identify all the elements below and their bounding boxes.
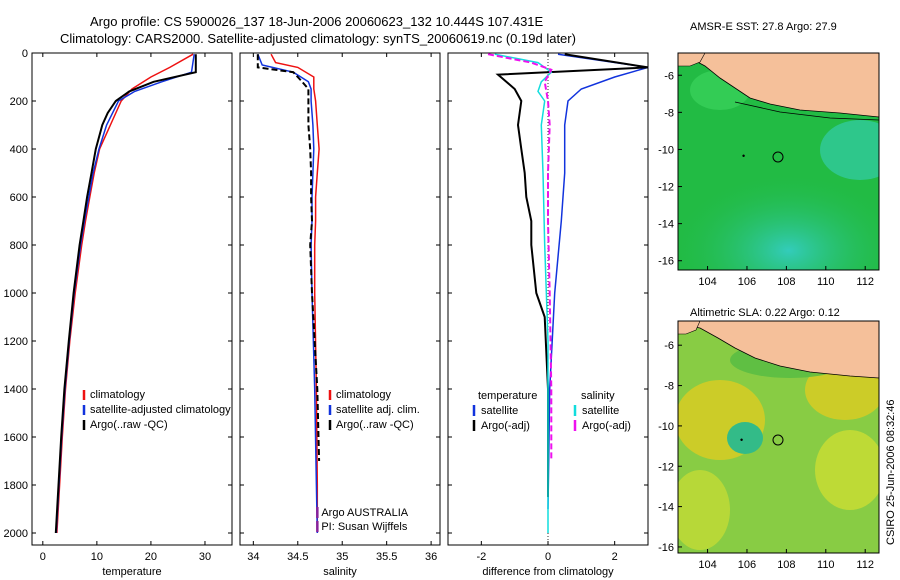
temperature-profile-legend-label: satellite-adjusted climatology (90, 404, 231, 416)
salinity-profile-xtick-label: 35.5 (376, 551, 397, 563)
depth-tick-label: 200 (10, 96, 28, 108)
sla-map-ytick-label: -16 (658, 542, 674, 554)
depth-tick-label: 1800 (4, 480, 28, 492)
salinity-profile-legend-label: satellite adj. clim. (336, 404, 420, 416)
sst-argo-circle (772, 151, 784, 163)
header-line-1: Argo profile: CS 5900026_137 18-Jun-2006… (90, 14, 544, 29)
depth-tick-label: 1200 (4, 336, 28, 348)
sst-map-ytick-label: -12 (658, 182, 674, 194)
sst-map-xtick-label: 106 (738, 276, 756, 288)
sst-contour (734, 101, 879, 121)
sst-map: • 104 106 108 110 112 -6 -8 -10 -12 -14 -16 (658, 52, 880, 288)
salinity-profile-xlabel: salinity (323, 566, 357, 578)
legend-group-label: satellite (481, 405, 518, 417)
legend-group-label: Argo(-adj) (481, 420, 530, 432)
salinity-profile-xtick-label: 34.5 (287, 551, 308, 563)
temperature-profile-xtick-label: 20 (145, 551, 157, 563)
temperature-profile-xtick-label: 0 (40, 551, 46, 563)
annotation-line: Argo AUSTRALIA (321, 507, 408, 519)
sst-map-xtick-label: 104 (698, 276, 716, 288)
salinity-profile-legend-label: climatology (336, 389, 392, 401)
difference-profile-series-temp-satellite (547, 53, 649, 510)
sst-map-ytick-label: -16 (658, 256, 674, 268)
sla-map-xtick-label: 112 (856, 559, 874, 571)
sla-low-eddy (727, 422, 763, 454)
temperature-profile-frame (31, 52, 233, 546)
salinity-profile-xtick-label: 35 (336, 551, 348, 563)
salinity-profile-frame (239, 52, 441, 546)
sla-map: • 104 106 108 110 112 -6 -8 -10 -12 -14 -16 (658, 320, 880, 571)
depth-tick-label: 400 (10, 144, 28, 156)
salinity-profile-series-satellite (257, 53, 319, 534)
sla-argo-circle (772, 434, 784, 446)
sst-map-ytick-label: -8 (664, 107, 674, 119)
salinity-profile-xtick-label: 36 (425, 551, 437, 563)
sla-land-sumatra (678, 321, 701, 335)
sla-map-title: Altimetric SLA: 0.22 Argo: 0.12 (690, 307, 840, 319)
difference-profile-xtick-label: 0 (545, 551, 551, 563)
legend-group-label: Argo(-adj) (582, 420, 631, 432)
temperature-profile-series-argo (54, 54, 197, 534)
temperature-profile-xtick-label: 10 (91, 551, 103, 563)
sst-map-xtick-label: 110 (817, 276, 835, 288)
temperature-profile-xtick-label: 30 (199, 551, 211, 563)
legend-group-title: salinity (581, 390, 615, 402)
sla-frame (677, 320, 880, 554)
difference-profile-series-temp-argo (495, 53, 649, 497)
difference-profile-series-sal-satellite (494, 53, 553, 533)
temperature-panel: 0 10 20 30 temperature 0 200 400 600 800 1000 1200 1… (4, 48, 233, 578)
header-line-2: Climatology: CARS2000. Satellite-adjuste… (60, 31, 576, 46)
temperature-profile-legend-label: climatology (90, 389, 146, 401)
salinity-profile-series-climatology (270, 53, 320, 533)
sst-cool-east (820, 120, 879, 180)
temperature-profile-legend-label: Argo(..raw -QC) (90, 419, 168, 431)
sla-map-xtick-label: 108 (777, 559, 795, 571)
temperature-profile-xlabel: temperature (102, 566, 161, 578)
sst-frame (677, 52, 880, 271)
salinity-profile-legend-label: Argo(..raw -QC) (336, 419, 414, 431)
difference-profile-series-sal-argo (487, 53, 553, 461)
sst-map-xtick-label: 108 (777, 276, 795, 288)
sst-land-sumatra (678, 53, 706, 67)
sla-map-xtick-label: 106 (738, 559, 756, 571)
sla-high-southeast (815, 430, 879, 510)
depth-tick-label: 2000 (4, 528, 28, 540)
legend-group-title: temperature (478, 390, 537, 402)
legend-group-label: satellite (582, 405, 619, 417)
sst-map-title: AMSR-E SST: 27.8 Argo: 27.9 (690, 21, 837, 33)
sst-map-ytick-label: -10 (658, 144, 674, 156)
sla-high-southwest (678, 470, 730, 550)
depth-tick-label: 0 (22, 48, 28, 60)
salinity-profile-series-argo (256, 54, 321, 462)
difference-panel: -2 0 2 difference from climatology temperatu… (447, 52, 649, 578)
sla-map-xtick-label: 104 (698, 559, 716, 571)
side-label: CSIRO 25-Jun-2006 08:32:46 (885, 399, 897, 545)
depth-tick-label: 1400 (4, 384, 28, 396)
sst-map-xtick-label: 112 (856, 276, 874, 288)
sla-map-ytick-label: -14 (658, 502, 674, 514)
salinity-profile-xtick-label: 34 (247, 551, 259, 563)
difference-profile-xlabel: difference from climatology (482, 566, 614, 578)
depth-tick-label: 1600 (4, 432, 28, 444)
sla-map-xtick-label: 110 (817, 559, 835, 571)
salinity-panel: 34 34.5 35 35.5 36 salinity climatology satelli… (239, 52, 441, 578)
sla-map-ytick-label: -6 (664, 340, 674, 352)
depth-tick-label: 1000 (4, 288, 28, 300)
depth-tick-label: 600 (10, 192, 28, 204)
sla-map-ytick-label: -8 (664, 381, 674, 393)
sla-marker-dot: • (740, 435, 743, 445)
sst-map-ytick-label: -14 (658, 219, 674, 231)
difference-profile-xtick-label: 2 (612, 551, 618, 563)
difference-profile-xtick-label: -2 (476, 551, 486, 563)
sla-map-ytick-label: -10 (658, 421, 674, 433)
annotation-line: PI: Susan Wijffels (321, 521, 407, 533)
sla-map-ytick-label: -12 (658, 461, 674, 473)
depth-tick-label: 800 (10, 240, 28, 252)
sst-map-ytick-label: -6 (664, 70, 674, 82)
sst-marker-dot: • (742, 151, 745, 161)
